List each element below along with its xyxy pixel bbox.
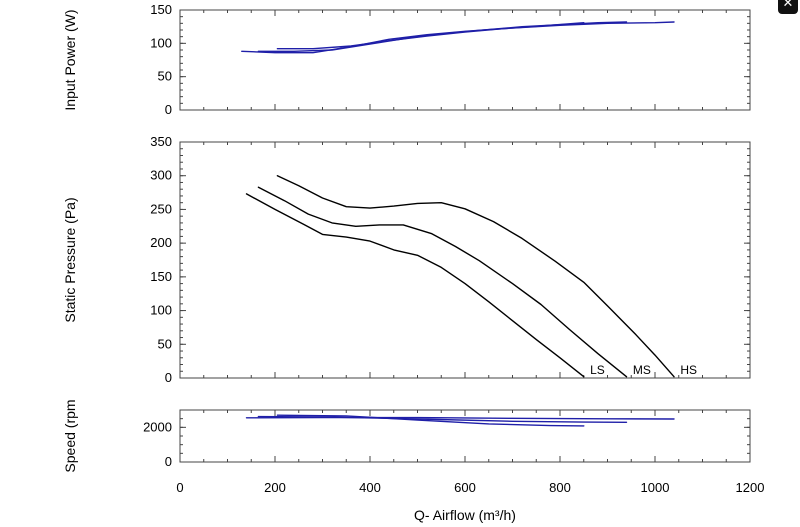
y-tick-label: 300 <box>150 168 172 183</box>
y-tick-label: 2000 <box>143 419 172 434</box>
series-line-pressure-hs <box>276 175 675 378</box>
series-line-speed-ls <box>276 414 585 427</box>
plot-frame <box>179 9 751 111</box>
y-tick-label: 0 <box>165 102 172 117</box>
x-tick-label: 200 <box>264 480 286 495</box>
y-tick-label: 350 <box>150 134 172 149</box>
series-line-pressure-ms <box>257 186 628 378</box>
y-tick-label: 50 <box>158 336 172 351</box>
curve-label-ms: MS <box>633 363 651 377</box>
series-line-pressure-ls <box>245 193 585 378</box>
y-tick-label: 100 <box>150 303 172 318</box>
series-line-speed-ms <box>257 415 628 423</box>
y-axis-title: Static Pressure (Pa) <box>62 197 78 322</box>
plot-frame <box>179 141 751 379</box>
chart-speed: 0 2000 0 200 400 600 800 1000 1200 Speed (rpm Q- A… <box>62 399 764 523</box>
chart-pressure: 0 50 100 150 200 250 300 350 Static Pressure (Pa… <box>62 134 751 385</box>
curve-label-hs: HS <box>680 363 697 377</box>
series-line-power-ls <box>276 22 585 50</box>
y-tick-label: 100 <box>150 35 172 50</box>
y-axis-title: Input Power (W) <box>62 9 78 110</box>
x-tick-label: 1000 <box>641 480 670 495</box>
y-tick-label: 150 <box>150 2 172 17</box>
x-tick-label: 0 <box>176 480 183 495</box>
y-tick-label: 0 <box>165 454 172 469</box>
y-tick-label: 150 <box>150 269 172 284</box>
y-tick-label: 250 <box>150 201 172 216</box>
x-tick-label: 600 <box>454 480 476 495</box>
y-tick-label: 0 <box>165 370 172 385</box>
curve-label-ls: LS <box>590 363 605 377</box>
y-axis-title: Speed (rpm <box>62 399 78 472</box>
x-tick-label: 800 <box>549 480 571 495</box>
y-tick-label: 200 <box>150 235 172 250</box>
x-tick-label: 400 <box>359 480 381 495</box>
series-line-power-ms <box>257 21 628 52</box>
x-axis-title: Q- Airflow (m³/h) <box>414 507 516 523</box>
series-line-speed-hs <box>245 416 675 420</box>
chart-power: 0 50 100 150 Input Power (W) <box>62 2 751 117</box>
close-icon[interactable]: ✕ <box>778 0 798 14</box>
x-tick-label: 1200 <box>736 480 765 495</box>
y-tick-label: 50 <box>158 69 172 84</box>
